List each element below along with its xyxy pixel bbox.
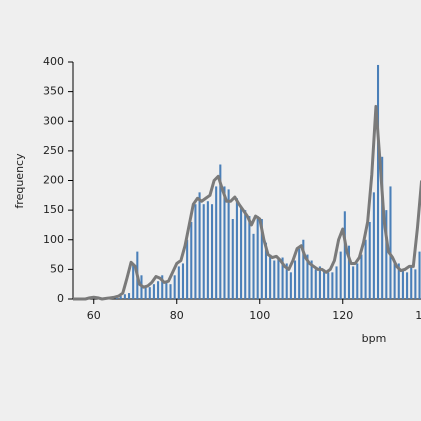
bar (318, 266, 321, 299)
y-tick-label: 200 (43, 174, 64, 187)
bar (381, 156, 384, 299)
bar (260, 219, 263, 299)
bar (289, 272, 292, 299)
bar (235, 198, 238, 299)
bar (401, 269, 404, 299)
y-tick-label: 400 (43, 55, 64, 68)
bar (368, 221, 371, 299)
bar (161, 275, 164, 299)
bar (165, 281, 168, 299)
bar (293, 260, 297, 299)
y-tick-label: 100 (43, 233, 64, 246)
y-tick-label: 150 (43, 203, 64, 216)
bar (186, 239, 189, 299)
bar (227, 189, 230, 299)
bar (132, 263, 135, 299)
bar (173, 275, 176, 299)
bar (244, 210, 247, 299)
bar (152, 284, 155, 299)
bar (281, 257, 284, 299)
bar (127, 293, 131, 299)
bar (327, 272, 330, 299)
y-tick-label: 0 (57, 292, 64, 305)
bar (335, 266, 338, 299)
bar (181, 263, 185, 299)
y-tick-label: 300 (43, 114, 64, 127)
bar (389, 186, 392, 299)
x-tick-label: 120 (332, 309, 353, 322)
bar (372, 192, 375, 299)
bar (119, 296, 122, 299)
x-tick-label: 80 (170, 309, 184, 322)
bar (418, 251, 421, 299)
bar (157, 281, 160, 299)
bar (376, 64, 380, 300)
bar (231, 219, 234, 299)
bar (410, 266, 413, 299)
bar (364, 239, 367, 299)
y-tick-label: 250 (43, 144, 64, 157)
bar (144, 287, 147, 299)
bar (331, 272, 334, 299)
bar (356, 263, 359, 299)
x-tick-label: 60 (87, 309, 101, 322)
bar (385, 210, 388, 299)
bar (302, 239, 305, 299)
bar (177, 266, 180, 299)
bar (343, 211, 346, 299)
bar (202, 204, 205, 299)
bar (306, 254, 309, 299)
bar (256, 216, 259, 299)
bar (314, 269, 317, 299)
bar (210, 204, 214, 299)
bar (219, 164, 222, 299)
bar (323, 269, 326, 299)
bar (298, 248, 301, 299)
bar (360, 254, 363, 299)
bar (397, 263, 400, 299)
bar (252, 233, 255, 299)
bar (347, 245, 351, 299)
bar (198, 192, 201, 299)
x-tick-label: 100 (249, 309, 270, 322)
bar (190, 221, 193, 299)
density-line (73, 104, 421, 301)
bar (269, 254, 272, 299)
bar (393, 263, 396, 299)
bar (406, 272, 409, 299)
bar (194, 204, 197, 299)
bar (285, 263, 288, 299)
bar (277, 257, 280, 299)
x-axis-label: bpm (362, 332, 387, 345)
bar (414, 269, 417, 299)
bar (248, 216, 251, 299)
bar (240, 207, 243, 299)
bar (169, 284, 172, 299)
bar (123, 294, 126, 299)
bar (223, 186, 226, 299)
y-tick-label: 350 (43, 85, 64, 98)
bar (352, 266, 355, 299)
bar (206, 201, 209, 299)
bar (264, 242, 268, 299)
bar (339, 251, 342, 299)
y-tick-label: 50 (50, 262, 64, 275)
y-axis-label: frequency (13, 153, 26, 209)
bar (310, 260, 313, 299)
bar (273, 260, 276, 299)
x-tick-label: 140 (415, 309, 421, 322)
bar (215, 186, 218, 299)
bar (148, 287, 151, 299)
